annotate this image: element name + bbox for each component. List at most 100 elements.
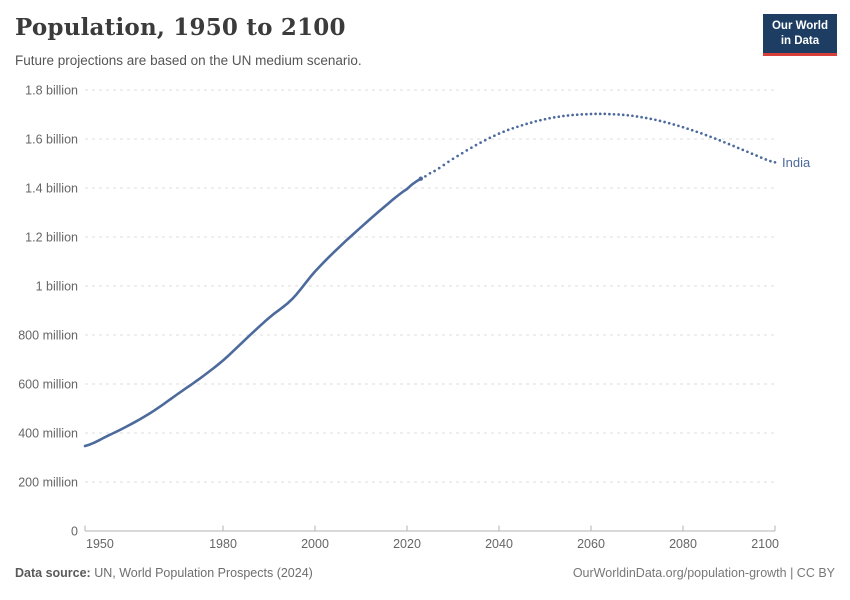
projection-dot xyxy=(769,159,772,163)
projection-dot xyxy=(497,132,501,135)
projection-dot xyxy=(502,130,505,134)
gridlines xyxy=(85,89,775,483)
projection-dot xyxy=(635,115,639,118)
owid-logo-line1: Our World xyxy=(771,20,828,32)
projection-dot xyxy=(686,127,689,131)
projection-dot xyxy=(506,128,510,132)
y-axis-tick-label: 600 million xyxy=(18,378,78,392)
projection-dot xyxy=(736,146,740,150)
projection-dot xyxy=(617,113,620,116)
projection-dot xyxy=(511,126,515,130)
projection-dot xyxy=(529,121,533,124)
projection-dot xyxy=(663,120,666,124)
india-projection-dots[interactable] xyxy=(424,112,777,178)
owid-logo-line2: in Data xyxy=(780,34,820,47)
y-axis-tick-label: 800 million xyxy=(18,329,78,343)
y-axis-tick-label: 1.6 billion xyxy=(25,133,78,147)
projection-dot xyxy=(575,113,579,117)
y-axis-tick-label: 400 million xyxy=(18,427,78,441)
projection-dot xyxy=(580,113,584,116)
chart-footer: Data source: UN, World Population Prospe… xyxy=(15,566,835,580)
projection-dot xyxy=(695,130,699,134)
projection-dot xyxy=(460,151,464,155)
y-axis-tick-label: 200 million xyxy=(18,476,78,490)
historical-end-point xyxy=(418,176,423,181)
projection-dot xyxy=(755,154,758,157)
projection-dot xyxy=(474,143,478,147)
projection-dot xyxy=(534,119,538,123)
x-axis-tick-label: 2040 xyxy=(485,537,513,551)
projection-dot xyxy=(442,163,446,167)
x-axis-tick-label: 2060 xyxy=(577,537,605,551)
projection-dot xyxy=(571,113,574,117)
projection-dot xyxy=(667,121,671,125)
india-historical-line[interactable] xyxy=(83,177,423,448)
projection-dot xyxy=(773,160,777,164)
projection-dot xyxy=(543,117,547,121)
projection-dot xyxy=(626,113,630,117)
projection-dot xyxy=(732,144,735,148)
projection-dot xyxy=(750,152,754,156)
x-axis-tick-label: 2080 xyxy=(669,537,697,551)
y-axis-tick-label: 1 billion xyxy=(36,280,78,294)
projection-dot xyxy=(759,156,763,159)
projection-dot xyxy=(451,157,455,161)
projection-dot xyxy=(483,138,487,142)
x-axis-tick-label: 1950 xyxy=(86,537,114,551)
population-line-chart: 1.8 billion 1.6 billion 1.4 billion 1.2 bil… xyxy=(18,84,811,552)
x-axis-labels: 1950 1980 2000 2020 2040 2060 2080 2100 xyxy=(86,537,779,551)
projection-dot xyxy=(713,137,717,140)
projection-dot xyxy=(723,140,726,144)
x-axis-tick-label: 2100 xyxy=(751,537,779,551)
projection-dot xyxy=(520,123,524,127)
entity-label-india[interactable]: India xyxy=(782,155,811,170)
projection-dot xyxy=(562,114,565,118)
owid-logo[interactable]: Our World in Data xyxy=(762,14,837,56)
projection-dot xyxy=(548,116,551,120)
projection-dot xyxy=(598,112,602,116)
y-axis-tick-label: 1.8 billion xyxy=(25,84,78,98)
projection-dot xyxy=(493,134,496,138)
data-source-text: UN, World Population Prospects (2024) xyxy=(90,566,313,580)
projection-dot xyxy=(470,146,473,150)
projection-dot xyxy=(764,158,768,161)
footer-citation-link[interactable]: OurWorldinData.org/population-growth | C… xyxy=(572,566,835,580)
projection-dot xyxy=(658,119,662,123)
projection-dot xyxy=(644,116,648,120)
projection-dot xyxy=(488,136,492,140)
projection-dot xyxy=(746,150,749,154)
projection-dot xyxy=(741,148,745,152)
data-source[interactable]: Data source: UN, World Population Prospe… xyxy=(15,566,313,580)
projection-dot xyxy=(437,166,441,170)
projection-dot xyxy=(704,133,708,137)
data-source-label: Data source: xyxy=(15,566,91,580)
projection-dot xyxy=(552,116,556,119)
projection-dot xyxy=(727,142,731,146)
projection-dot xyxy=(516,125,519,129)
y-axis-labels: 1.8 billion 1.6 billion 1.4 billion 1.2 bil… xyxy=(18,84,78,539)
projection-dot xyxy=(603,112,607,116)
projection-dot xyxy=(621,113,625,117)
x-axis-tick-label: 2000 xyxy=(301,537,329,551)
projection-dot xyxy=(654,118,657,122)
x-axis-tick-label: 1980 xyxy=(209,537,237,551)
projection-dot xyxy=(700,132,703,135)
projection-dot xyxy=(608,112,611,116)
y-axis-tick-label: 0 xyxy=(71,525,78,539)
projection-dot xyxy=(424,174,427,178)
projection-dot xyxy=(525,122,528,126)
chart-subtitle: Future projections are based on the UN m… xyxy=(15,53,362,68)
x-axis-tick-label: 2020 xyxy=(393,537,421,551)
projection-dot xyxy=(479,141,482,144)
chart-title: Population, 1950 to 2100 xyxy=(15,14,346,41)
projection-dot xyxy=(539,118,542,122)
projection-dot xyxy=(428,171,432,175)
projection-dot xyxy=(594,112,597,116)
projection-dot xyxy=(649,117,653,121)
projection-dot xyxy=(589,112,593,116)
projection-dot xyxy=(631,114,634,118)
projection-dot xyxy=(709,135,712,139)
projection-dot xyxy=(566,114,570,117)
projection-dot xyxy=(672,123,676,126)
